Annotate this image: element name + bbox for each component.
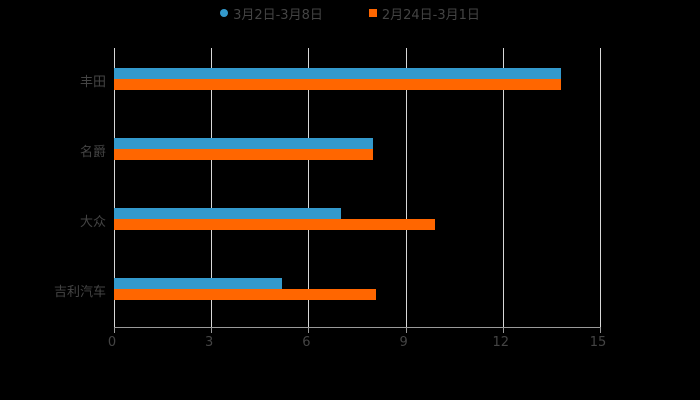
bar-series-1[interactable] (114, 207, 341, 219)
x-axis-tick (600, 327, 601, 333)
x-axis-tick (211, 327, 213, 333)
category-label: 大众 (79, 214, 106, 230)
category-label: 吉利汽车 (53, 284, 106, 300)
bar-series-2[interactable] (114, 288, 377, 300)
plot-area (114, 48, 601, 333)
bar-series-1[interactable] (114, 68, 562, 80)
bar-series-2[interactable] (114, 218, 435, 230)
gridline (502, 48, 504, 327)
legend-label: 3月2日-3月8日 (233, 7, 323, 23)
category-label: 丰田 (79, 75, 106, 91)
x-axis-tick-label: 3 (205, 335, 214, 350)
gridline (405, 48, 407, 327)
x-axis-tick-label: 15 (589, 335, 607, 350)
x-axis-line (114, 327, 601, 328)
x-axis-tick (308, 327, 310, 333)
gridline (114, 48, 115, 327)
circle-marker-icon (220, 9, 229, 17)
x-axis-tick-label: 12 (492, 335, 510, 350)
square-marker-icon (368, 9, 377, 17)
bar-series-1[interactable] (114, 138, 374, 150)
x-axis-tick (114, 327, 115, 333)
x-axis-tick-label: 0 (107, 335, 117, 350)
x-axis-tick (502, 327, 504, 333)
legend-item-series-1[interactable]: 3月2日-3月8日 (220, 4, 323, 23)
bar-series-2[interactable] (114, 149, 374, 161)
legend-label: 2月24日-3月1日 (381, 7, 480, 23)
bar-series-1[interactable] (114, 277, 283, 289)
bar-series-2[interactable] (114, 79, 562, 91)
gridline (308, 48, 310, 327)
gridline (211, 48, 213, 327)
x-axis-tick (405, 327, 407, 333)
category-label: 名爵 (79, 145, 106, 161)
gridline (600, 48, 601, 327)
x-axis-tick-label: 9 (399, 335, 408, 350)
legend-item-series-2[interactable]: 2月24日-3月1日 (368, 4, 480, 23)
x-axis-tick-label: 6 (302, 335, 311, 350)
chart-legend: 3月2日-3月8日 2月24日-3月1日 (0, 4, 700, 23)
